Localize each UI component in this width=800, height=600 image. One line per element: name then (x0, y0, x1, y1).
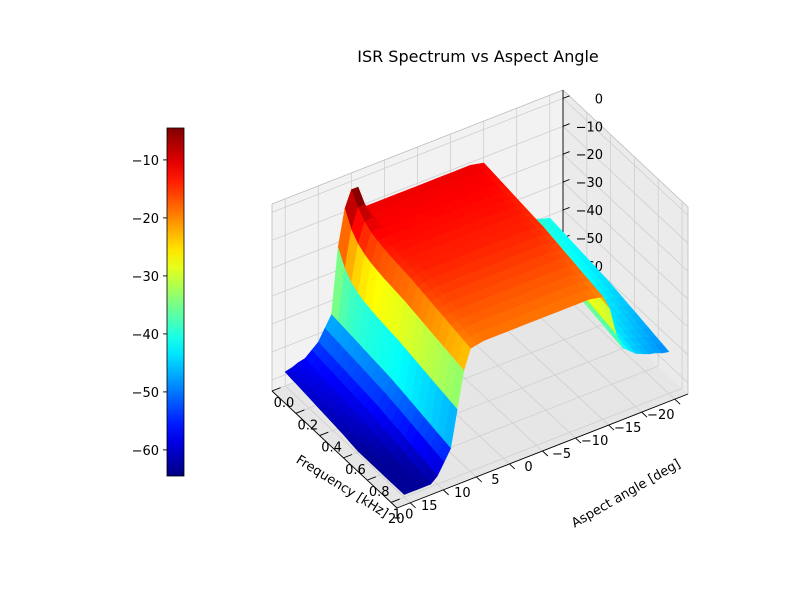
x-tick-label: 20 (388, 512, 405, 527)
y-tick-label: 1.0 (393, 507, 414, 522)
z-tick-label: 0 (595, 92, 603, 107)
colorbar-tick-label: −40 (132, 328, 159, 343)
x-tick (608, 424, 615, 431)
x-tick (409, 502, 416, 509)
y-tick (271, 387, 281, 392)
y-axis-line (271, 390, 398, 509)
z-tick-label: −50 (576, 232, 603, 247)
y-tick (343, 454, 353, 459)
z-tick-label: −30 (576, 176, 603, 191)
z-tick (562, 179, 570, 183)
z-grid-line (562, 181, 689, 300)
surface-plot (284, 162, 670, 495)
x-tick-label: −20 (647, 408, 674, 423)
y-tick (367, 476, 376, 481)
z-grid-line (271, 125, 564, 241)
z-tick-label: −20 (576, 148, 603, 163)
colorbar-tick-label: −30 (132, 270, 159, 285)
x-tick-label: −15 (614, 421, 641, 436)
z-tick (562, 123, 570, 127)
y-tick-label: 0.2 (297, 418, 318, 433)
x-tick-label: 5 (491, 473, 499, 488)
y-tick-label: 0.8 (369, 485, 390, 500)
colorbar: −10 −20 −30 −40 −50 −60 (132, 127, 185, 477)
x-tick-label: 0 (524, 460, 532, 475)
pane-back-right (563, 90, 688, 394)
x-tick-label: 15 (421, 499, 438, 514)
z-grid-line (562, 125, 689, 244)
pane-edge (271, 89, 564, 205)
x-tick (542, 450, 549, 457)
pane-edge (562, 89, 689, 208)
y-tick (390, 498, 400, 503)
z-grid-line (271, 98, 564, 213)
z-tick (562, 151, 570, 155)
z-tick (562, 207, 570, 211)
x-tick-label: −10 (581, 434, 608, 449)
x-tick-label: 10 (454, 486, 471, 501)
y-tick-label: 0.0 (274, 396, 295, 411)
y-tick-label: 0.4 (321, 441, 342, 456)
y-grid-line (390, 388, 683, 503)
chart-title: ISR Spectrum vs Aspect Angle (357, 47, 599, 66)
z-tick (562, 95, 570, 99)
x-tick (509, 463, 516, 470)
z-grid-line (562, 98, 689, 216)
z-tick-label: −40 (576, 204, 603, 219)
z-tick-label: −10 (576, 120, 603, 135)
colorbar-tick-label: −20 (132, 212, 159, 227)
y-tick-label: 0.6 (345, 463, 366, 478)
y-axis-label: Aspect angle [deg] (569, 457, 683, 532)
colorbar-tick-label: −50 (132, 386, 159, 401)
x-tick (575, 437, 582, 444)
tick-labels: −20−15−10−5051015201.00.80.60.40.20.00−1… (271, 92, 681, 527)
x-tick-label: −5 (552, 447, 571, 462)
colorbar-tick-label: −60 (132, 444, 159, 459)
surface-facet (397, 485, 412, 495)
z-grid-line (562, 209, 689, 328)
x-grid-line (284, 385, 411, 504)
colorbar-tick-label: −10 (132, 154, 159, 169)
x-tick (674, 398, 681, 405)
x-tick (442, 489, 449, 496)
y-tick (319, 431, 329, 436)
y-tick (295, 409, 305, 414)
x-tick (641, 411, 648, 418)
colorbar-bar (166, 127, 185, 477)
x-tick (476, 476, 483, 483)
z-grid-line (562, 153, 689, 272)
